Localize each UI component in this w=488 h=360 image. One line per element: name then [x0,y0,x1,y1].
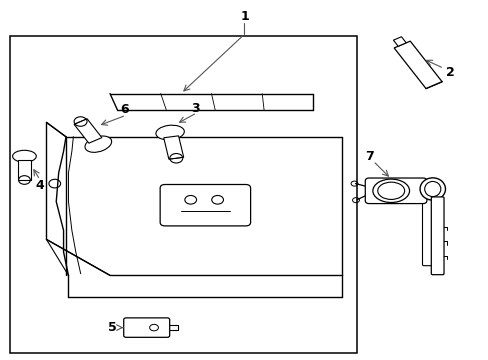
Ellipse shape [372,179,409,202]
Polygon shape [393,41,441,89]
Ellipse shape [424,181,440,197]
FancyBboxPatch shape [430,197,443,275]
Text: 6: 6 [120,103,129,116]
Text: 7: 7 [364,150,373,163]
Text: 3: 3 [191,102,200,114]
Ellipse shape [419,178,445,200]
Ellipse shape [13,150,36,162]
Ellipse shape [85,136,111,152]
FancyBboxPatch shape [422,196,434,266]
Ellipse shape [377,182,404,199]
Polygon shape [163,136,183,159]
Polygon shape [74,119,102,143]
Ellipse shape [156,125,184,140]
FancyBboxPatch shape [123,318,169,337]
Polygon shape [393,37,406,46]
Polygon shape [18,160,31,180]
Text: 1: 1 [240,10,248,23]
Text: 4: 4 [36,179,44,192]
Bar [10,36,356,353]
Text: 2: 2 [445,66,453,78]
Text: 5: 5 [108,321,117,334]
FancyBboxPatch shape [365,178,426,204]
FancyBboxPatch shape [160,185,250,226]
